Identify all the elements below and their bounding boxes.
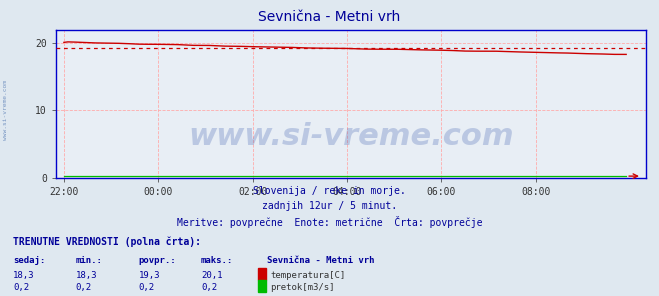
Text: Meritve: povprečne  Enote: metrične  Črta: povprečje: Meritve: povprečne Enote: metrične Črta:… <box>177 216 482 228</box>
Text: maks.:: maks.: <box>201 256 233 265</box>
Text: 18,3: 18,3 <box>76 271 98 280</box>
Text: temperatura[C]: temperatura[C] <box>270 271 345 280</box>
Text: min.:: min.: <box>76 256 103 265</box>
Text: TRENUTNE VREDNOSTI (polna črta):: TRENUTNE VREDNOSTI (polna črta): <box>13 237 201 247</box>
Text: zadnjih 12ur / 5 minut.: zadnjih 12ur / 5 minut. <box>262 201 397 211</box>
Text: 0,2: 0,2 <box>201 283 217 292</box>
Text: 19,3: 19,3 <box>138 271 160 280</box>
Text: pretok[m3/s]: pretok[m3/s] <box>270 283 335 292</box>
Text: sedaj:: sedaj: <box>13 256 45 265</box>
Text: 0,2: 0,2 <box>138 283 154 292</box>
Text: Slovenija / reke in morje.: Slovenija / reke in morje. <box>253 186 406 197</box>
Text: Sevnična - Metni vrh: Sevnična - Metni vrh <box>258 10 401 24</box>
Text: 0,2: 0,2 <box>76 283 92 292</box>
Text: 18,3: 18,3 <box>13 271 35 280</box>
Text: www.si-vreme.com: www.si-vreme.com <box>3 80 8 139</box>
Text: Sevnična - Metni vrh: Sevnična - Metni vrh <box>267 256 374 265</box>
Text: povpr.:: povpr.: <box>138 256 176 265</box>
Text: www.si-vreme.com: www.si-vreme.com <box>188 122 514 151</box>
Text: 20,1: 20,1 <box>201 271 223 280</box>
Text: 0,2: 0,2 <box>13 283 29 292</box>
